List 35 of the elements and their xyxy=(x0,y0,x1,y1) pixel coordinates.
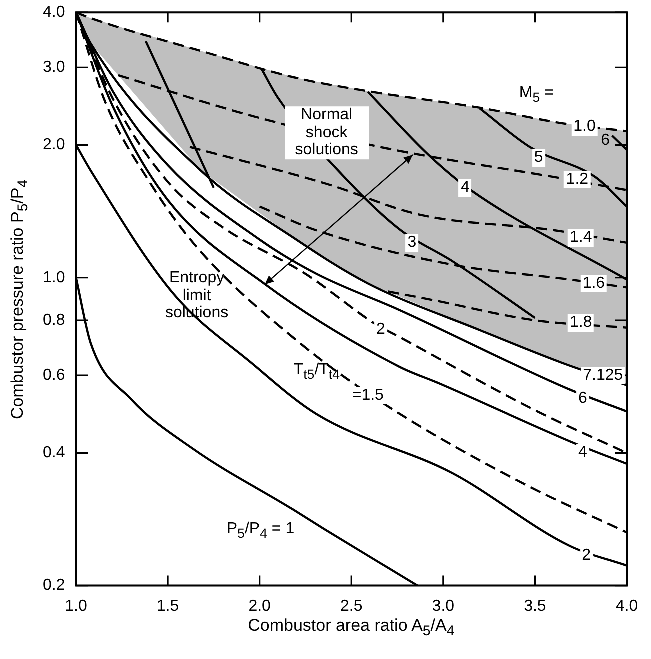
x-tick-label: 2.5 xyxy=(340,598,363,615)
annotation: Normal shock solutions xyxy=(284,106,369,160)
annotation: =1.5 xyxy=(350,386,386,405)
annotation: 2 xyxy=(580,546,594,565)
y-tick-label: 0.2 xyxy=(42,577,66,594)
y-tick-label: 3.0 xyxy=(42,59,66,76)
annotation: 4 xyxy=(458,179,472,197)
x-tick-label: 3.5 xyxy=(524,598,546,615)
annotation: 1.0 xyxy=(572,118,598,136)
annotation: 5 xyxy=(532,149,546,167)
annotation: 1.2 xyxy=(564,170,591,189)
x-tick-label: 3.0 xyxy=(432,598,455,615)
annotation: 1.8 xyxy=(568,314,594,332)
annotation: 7.125 xyxy=(581,366,626,384)
annotation: 6 xyxy=(600,132,611,150)
y-tick-label: 1.0 xyxy=(42,269,66,286)
annotation: 6 xyxy=(576,390,590,408)
annotation: T$_{t5}$/T$_{t4}$ xyxy=(292,362,342,382)
y-tick-label: 4.0 xyxy=(42,4,66,22)
y-tick-label: 0.4 xyxy=(42,444,66,462)
annotation: 4 xyxy=(576,444,590,462)
y-tick-label: 0.8 xyxy=(42,312,66,329)
annotation: 3 xyxy=(406,234,419,252)
annotation: P$_{5}$/P$_{4}$ = 1 xyxy=(226,520,296,542)
x-tick-label: 4.0 xyxy=(616,598,638,615)
annotation: 2 xyxy=(374,322,388,340)
annotation: M$_{5}$ = xyxy=(518,84,555,106)
x-tick-label: 1.5 xyxy=(156,598,180,615)
y-tick-label: 2.0 xyxy=(42,136,66,154)
annotation: 1.4 xyxy=(568,229,594,248)
y-tick-label: 0.6 xyxy=(42,367,66,384)
x-tick-label: 2.0 xyxy=(248,598,272,615)
annotation: 1.6 xyxy=(580,274,608,292)
x-axis-title: Combustor area ratio A$_{5}$/A$_{4}$ xyxy=(248,616,455,640)
x-tick-label: 1.0 xyxy=(65,598,88,615)
